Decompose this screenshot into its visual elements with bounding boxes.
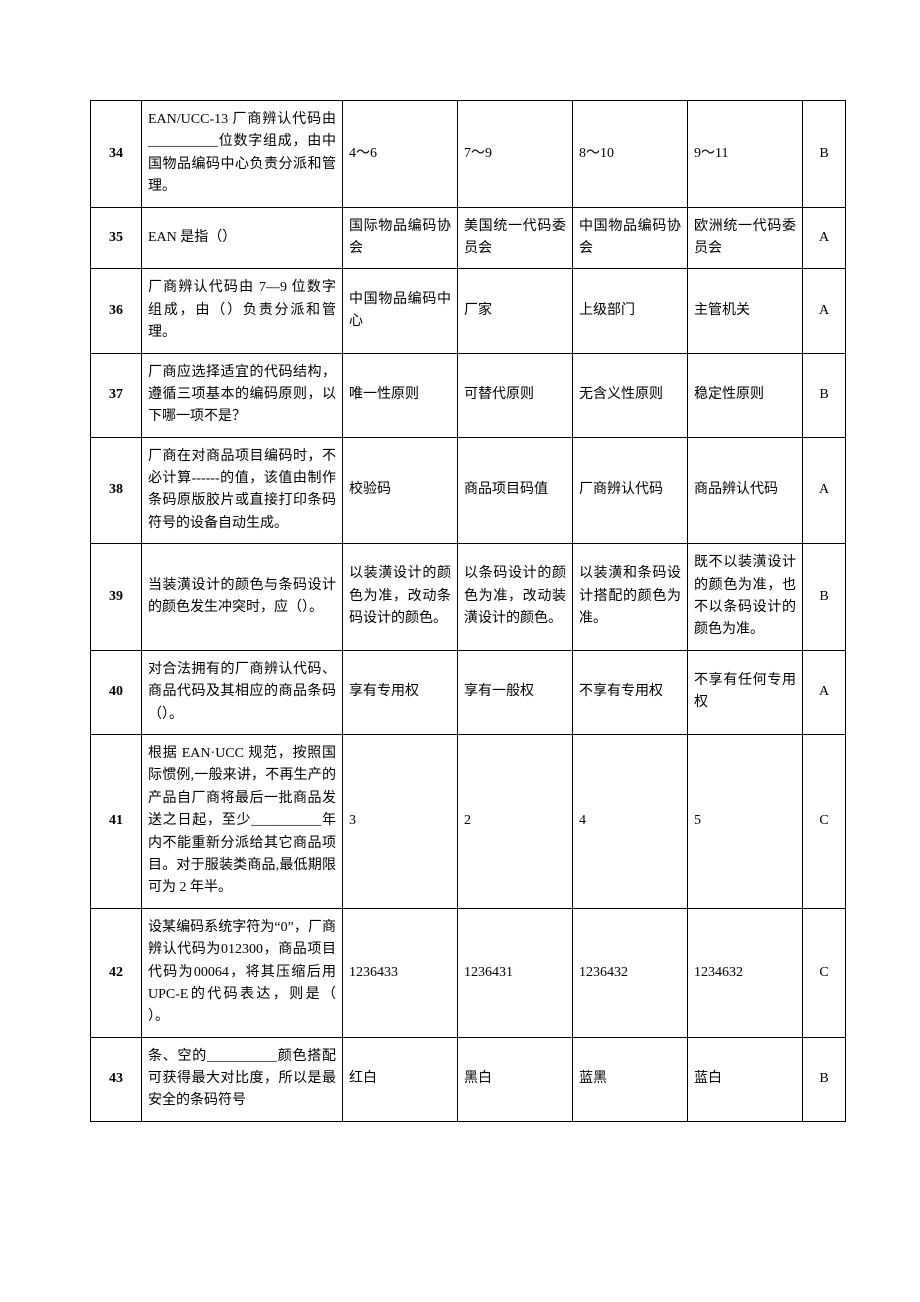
table-row: 39 当装潢设计的颜色与条码设计的颜色发生冲突时，应（）。 以装潢设计的颜色为准… <box>91 544 846 651</box>
option-d: 主管机关 <box>688 269 803 353</box>
question-text: EAN/UCC-13 厂商辨认代码由__________位数字组成，由中国物品编… <box>142 101 343 208</box>
document-page: 34 EAN/UCC-13 厂商辨认代码由__________位数字组成，由中国… <box>0 0 920 1182</box>
option-d: 欧洲统一代码委员会 <box>688 207 803 269</box>
option-b: 7～9 <box>458 101 573 208</box>
option-b: 2 <box>458 734 573 908</box>
answer: C <box>803 908 846 1037</box>
row-number: 40 <box>91 650 142 734</box>
option-c: 中国物品编码协会 <box>573 207 688 269</box>
option-c: 不享有专用权 <box>573 650 688 734</box>
row-number: 36 <box>91 269 142 353</box>
question-text: 条、空的__________颜色搭配可获得最大对比度，所以是最安全的条码符号 <box>142 1037 343 1121</box>
option-c: 厂商辨认代码 <box>573 437 688 544</box>
option-b: 黑白 <box>458 1037 573 1121</box>
option-d: 5 <box>688 734 803 908</box>
option-a: 以装潢设计的颜色为准，改动条码设计的颜色。 <box>343 544 458 651</box>
option-a: 红白 <box>343 1037 458 1121</box>
option-d: 商品辨认代码 <box>688 437 803 544</box>
option-a: 3 <box>343 734 458 908</box>
option-a: 中国物品编码中心 <box>343 269 458 353</box>
table-row: 37 厂商应选择适宜的代码结构，遵循三项基本的编码原则，以下哪一项不是？ 唯一性… <box>91 353 846 437</box>
table-row: 40 对合法拥有的厂商辨认代码、商品代码及其相应的商品条码（）。 享有专用权 享… <box>91 650 846 734</box>
question-text: 厂商辨认代码由 7—9 位数字组成，由（）负责分派和管理。 <box>142 269 343 353</box>
option-b: 以条码设计的颜色为准，改动装潢设计的颜色。 <box>458 544 573 651</box>
option-c: 上级部门 <box>573 269 688 353</box>
option-c: 4 <box>573 734 688 908</box>
option-a: 唯一性原则 <box>343 353 458 437</box>
option-b: 厂家 <box>458 269 573 353</box>
table-body: 34 EAN/UCC-13 厂商辨认代码由__________位数字组成，由中国… <box>91 101 846 1122</box>
option-a: 1236433 <box>343 908 458 1037</box>
row-number: 37 <box>91 353 142 437</box>
option-c: 蓝黑 <box>573 1037 688 1121</box>
question-text: 当装潢设计的颜色与条码设计的颜色发生冲突时，应（）。 <box>142 544 343 651</box>
option-d: 1234632 <box>688 908 803 1037</box>
row-number: 39 <box>91 544 142 651</box>
table-row: 43 条、空的__________颜色搭配可获得最大对比度，所以是最安全的条码符… <box>91 1037 846 1121</box>
option-d: 稳定性原则 <box>688 353 803 437</box>
question-text: 对合法拥有的厂商辨认代码、商品代码及其相应的商品条码（）。 <box>142 650 343 734</box>
answer: B <box>803 101 846 208</box>
question-text: 厂商在对商品项目编码时，不必计算------的值，该值由制作条码原版胶片或直接打… <box>142 437 343 544</box>
option-b: 美国统一代码委员会 <box>458 207 573 269</box>
answer: C <box>803 734 846 908</box>
option-a: 享有专用权 <box>343 650 458 734</box>
answer: A <box>803 207 846 269</box>
row-number: 34 <box>91 101 142 208</box>
table-row: 35 EAN 是指（） 国际物品编码协会 美国统一代码委员会 中国物品编码协会 … <box>91 207 846 269</box>
option-d: 9～11 <box>688 101 803 208</box>
option-c: 以装潢和条码设计搭配的颜色为准。 <box>573 544 688 651</box>
answer: A <box>803 437 846 544</box>
table-row: 38 厂商在对商品项目编码时，不必计算------的值，该值由制作条码原版胶片或… <box>91 437 846 544</box>
option-b: 1236431 <box>458 908 573 1037</box>
question-text: 根据 EAN·UCC 规范，按照国际惯例,一般来讲，不再生产的产品自厂商将最后一… <box>142 734 343 908</box>
row-number: 41 <box>91 734 142 908</box>
table-row: 34 EAN/UCC-13 厂商辨认代码由__________位数字组成，由中国… <box>91 101 846 208</box>
option-a: 国际物品编码协会 <box>343 207 458 269</box>
option-d: 蓝白 <box>688 1037 803 1121</box>
answer: A <box>803 650 846 734</box>
option-c: 无含义性原则 <box>573 353 688 437</box>
answer: B <box>803 353 846 437</box>
option-b: 享有一般权 <box>458 650 573 734</box>
option-a: 校验码 <box>343 437 458 544</box>
question-text: EAN 是指（） <box>142 207 343 269</box>
table-row: 42 设某编码系统字符为“0”，厂商辨认代码为012300，商品项目代码为000… <box>91 908 846 1037</box>
row-number: 38 <box>91 437 142 544</box>
option-d: 不享有任何专用权 <box>688 650 803 734</box>
question-table: 34 EAN/UCC-13 厂商辨认代码由__________位数字组成，由中国… <box>90 100 846 1122</box>
table-row: 36 厂商辨认代码由 7—9 位数字组成，由（）负责分派和管理。 中国物品编码中… <box>91 269 846 353</box>
answer: A <box>803 269 846 353</box>
answer: B <box>803 544 846 651</box>
row-number: 43 <box>91 1037 142 1121</box>
option-b: 可替代原则 <box>458 353 573 437</box>
option-c: 1236432 <box>573 908 688 1037</box>
table-row: 41 根据 EAN·UCC 规范，按照国际惯例,一般来讲，不再生产的产品自厂商将… <box>91 734 846 908</box>
answer: B <box>803 1037 846 1121</box>
option-b: 商品项目码值 <box>458 437 573 544</box>
row-number: 35 <box>91 207 142 269</box>
question-text: 厂商应选择适宜的代码结构，遵循三项基本的编码原则，以下哪一项不是？ <box>142 353 343 437</box>
question-text: 设某编码系统字符为“0”，厂商辨认代码为012300，商品项目代码为00064，… <box>142 908 343 1037</box>
option-a: 4～6 <box>343 101 458 208</box>
option-d: 既不以装潢设计的颜色为准，也不以条码设计的颜色为准。 <box>688 544 803 651</box>
row-number: 42 <box>91 908 142 1037</box>
option-c: 8～10 <box>573 101 688 208</box>
